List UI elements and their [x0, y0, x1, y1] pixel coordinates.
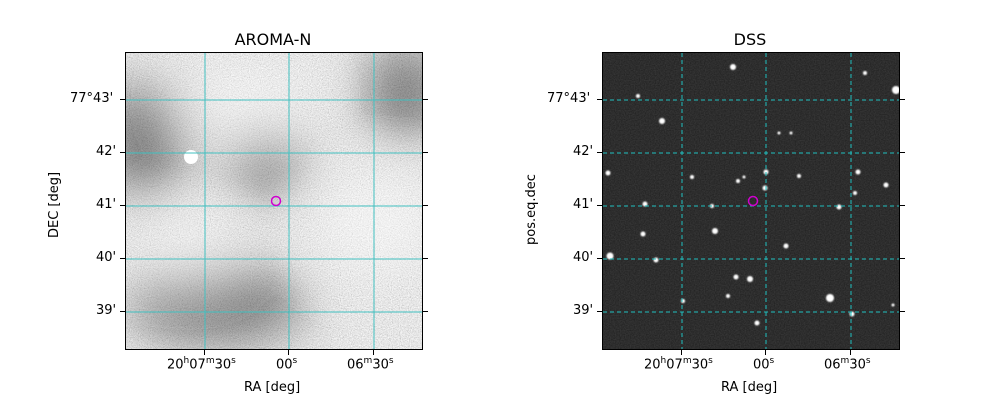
- dss-image-plot[interactable]: [602, 52, 900, 350]
- y-axis-label: DEC [deg]: [47, 171, 62, 238]
- x-tick-label: 00s: [753, 356, 775, 373]
- tick-mark: [597, 311, 602, 312]
- y-tick-label: 42': [573, 144, 594, 159]
- star-field: [605, 64, 899, 326]
- y-tick-label: 39': [573, 303, 594, 318]
- right-panel: DSS: [477, 0, 977, 400]
- tick-mark: [120, 152, 125, 153]
- y-tick-label: 39': [96, 303, 117, 318]
- y-tick-label: 77°43': [70, 91, 114, 106]
- y-tick-label: 40': [573, 250, 594, 265]
- target-marker: [747, 195, 759, 207]
- tick-mark: [765, 350, 766, 355]
- tick-mark: [597, 258, 602, 259]
- tick-mark: [120, 205, 125, 206]
- y-tick-label: 40': [96, 250, 117, 265]
- tick-mark: [900, 258, 905, 259]
- x-tick-label: 00s: [276, 356, 298, 373]
- x-tick-label: 06m30s: [824, 356, 871, 373]
- x-tick-label: 06m30s: [347, 356, 394, 373]
- tick-mark: [900, 311, 905, 312]
- tick-mark: [373, 350, 374, 355]
- tick-mark: [204, 350, 205, 355]
- tick-mark: [423, 205, 428, 206]
- panel-title: AROMA-N: [234, 30, 312, 49]
- y-tick-label: 77°43': [547, 91, 591, 106]
- dss-image: [603, 53, 899, 349]
- tick-mark: [597, 205, 602, 206]
- tick-mark: [900, 205, 905, 206]
- tick-mark: [900, 99, 905, 100]
- y-tick-label: 42': [96, 144, 117, 159]
- target-marker: [270, 195, 282, 207]
- aroma-n-image-plot[interactable]: [125, 52, 423, 350]
- panel-title: DSS: [733, 30, 767, 49]
- y-tick-label: 41': [573, 197, 594, 212]
- tick-mark: [120, 99, 125, 100]
- x-tick-label: 20h07m30s: [167, 356, 236, 373]
- tick-mark: [423, 99, 428, 100]
- tick-mark: [423, 258, 428, 259]
- tick-mark: [681, 350, 682, 355]
- tick-mark: [597, 152, 602, 153]
- tick-mark: [850, 350, 851, 355]
- bright-source: [184, 150, 198, 164]
- tick-mark: [120, 258, 125, 259]
- tick-mark: [597, 99, 602, 100]
- left-panel: AROMA-N: [47, 30, 428, 395]
- tick-mark: [900, 152, 905, 153]
- tick-mark: [120, 311, 125, 312]
- tick-mark: [288, 350, 289, 355]
- y-axis-label: pos.eq.dec: [524, 174, 539, 245]
- x-axis-label: RA [deg]: [721, 380, 778, 395]
- x-axis-label: RA [deg]: [244, 380, 301, 395]
- tick-mark: [423, 311, 428, 312]
- aroma-n-image: [126, 53, 422, 349]
- y-tick-label: 41': [96, 197, 117, 212]
- tick-mark: [423, 152, 428, 153]
- x-tick-label: 20h07m30s: [644, 356, 713, 373]
